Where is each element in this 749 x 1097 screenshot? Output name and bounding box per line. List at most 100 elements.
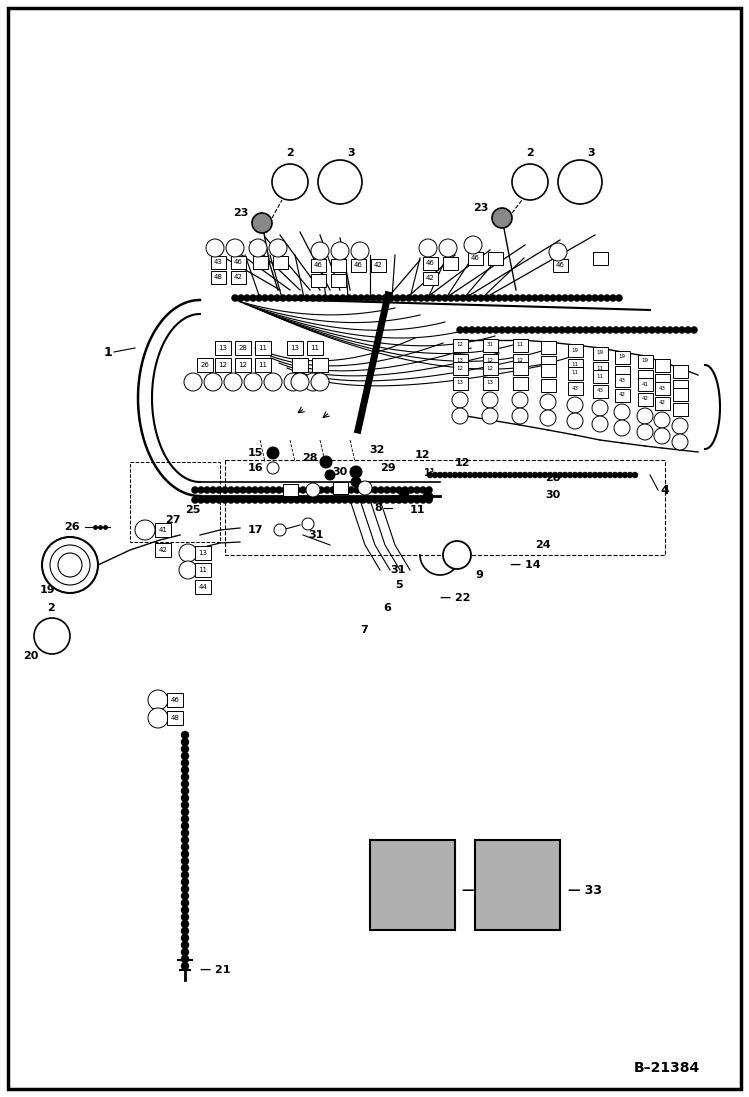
Circle shape (244, 373, 262, 391)
Bar (215, 341, 231, 355)
Text: 48: 48 (171, 715, 180, 721)
Circle shape (318, 486, 324, 494)
Circle shape (312, 486, 318, 494)
Bar (167, 711, 183, 725)
Circle shape (592, 472, 598, 478)
Circle shape (181, 808, 189, 816)
Circle shape (511, 327, 518, 333)
Bar (443, 257, 458, 270)
Circle shape (181, 759, 189, 767)
Circle shape (583, 327, 589, 333)
Circle shape (50, 545, 90, 585)
Circle shape (181, 920, 189, 928)
Circle shape (228, 486, 234, 494)
Circle shape (276, 497, 282, 504)
Circle shape (264, 373, 282, 391)
Bar (614, 365, 629, 378)
Text: 43: 43 (596, 388, 604, 394)
Text: 29: 29 (380, 463, 395, 473)
Circle shape (249, 294, 256, 302)
Circle shape (366, 486, 372, 494)
Circle shape (612, 472, 618, 478)
Text: 28: 28 (545, 473, 560, 483)
Bar (311, 273, 326, 286)
Circle shape (567, 472, 573, 478)
Bar (130, 462, 220, 542)
Circle shape (442, 472, 448, 478)
Bar (155, 543, 171, 557)
Text: 13: 13 (219, 344, 228, 351)
Bar (614, 351, 629, 363)
Circle shape (582, 472, 588, 478)
Circle shape (240, 486, 246, 494)
Circle shape (58, 553, 82, 577)
Circle shape (181, 878, 189, 886)
Circle shape (423, 294, 431, 302)
Circle shape (654, 428, 670, 444)
Text: 11: 11 (410, 505, 425, 514)
Circle shape (324, 497, 330, 504)
Circle shape (613, 327, 619, 333)
Text: 12: 12 (239, 362, 247, 367)
Bar (255, 341, 271, 355)
Text: 23: 23 (233, 208, 248, 218)
Text: 42: 42 (641, 396, 649, 402)
Bar (568, 382, 583, 395)
Circle shape (252, 213, 272, 233)
Circle shape (672, 418, 688, 434)
Circle shape (552, 472, 558, 478)
Circle shape (351, 294, 359, 302)
Circle shape (472, 294, 479, 302)
Circle shape (258, 486, 264, 494)
Circle shape (181, 955, 189, 963)
Circle shape (330, 497, 336, 504)
Circle shape (311, 373, 329, 391)
Circle shape (542, 472, 548, 478)
Text: 28: 28 (239, 344, 247, 351)
Bar (637, 370, 652, 383)
Circle shape (348, 497, 354, 504)
Circle shape (383, 486, 390, 494)
Circle shape (342, 497, 348, 504)
Circle shape (502, 294, 509, 302)
Circle shape (512, 408, 528, 425)
Circle shape (617, 472, 623, 478)
Circle shape (399, 488, 409, 498)
Circle shape (567, 412, 583, 429)
Bar (167, 693, 183, 706)
Circle shape (568, 294, 574, 302)
Text: 48: 48 (213, 274, 222, 280)
Circle shape (655, 327, 661, 333)
Circle shape (372, 497, 378, 504)
Circle shape (435, 294, 443, 302)
Circle shape (556, 294, 562, 302)
Circle shape (512, 392, 528, 408)
Text: 11: 11 (596, 365, 604, 371)
Circle shape (181, 794, 189, 802)
Text: 11: 11 (596, 373, 604, 378)
Text: 12: 12 (455, 459, 470, 468)
Bar (637, 377, 652, 391)
Circle shape (549, 244, 567, 261)
Text: 24: 24 (535, 540, 551, 550)
Bar (614, 373, 629, 386)
Circle shape (224, 373, 242, 391)
Circle shape (282, 497, 288, 504)
Circle shape (413, 486, 420, 494)
Circle shape (505, 327, 512, 333)
Bar (655, 359, 670, 372)
Circle shape (181, 892, 189, 900)
Circle shape (318, 160, 362, 204)
Bar (452, 362, 467, 374)
Bar (482, 376, 497, 389)
Circle shape (419, 497, 426, 504)
Circle shape (452, 392, 468, 408)
Circle shape (496, 294, 503, 302)
Circle shape (216, 497, 222, 504)
Circle shape (252, 497, 258, 504)
Circle shape (381, 294, 389, 302)
Text: 25: 25 (184, 505, 200, 514)
Circle shape (181, 801, 189, 808)
Bar (210, 256, 225, 269)
Text: 7: 7 (360, 625, 368, 635)
